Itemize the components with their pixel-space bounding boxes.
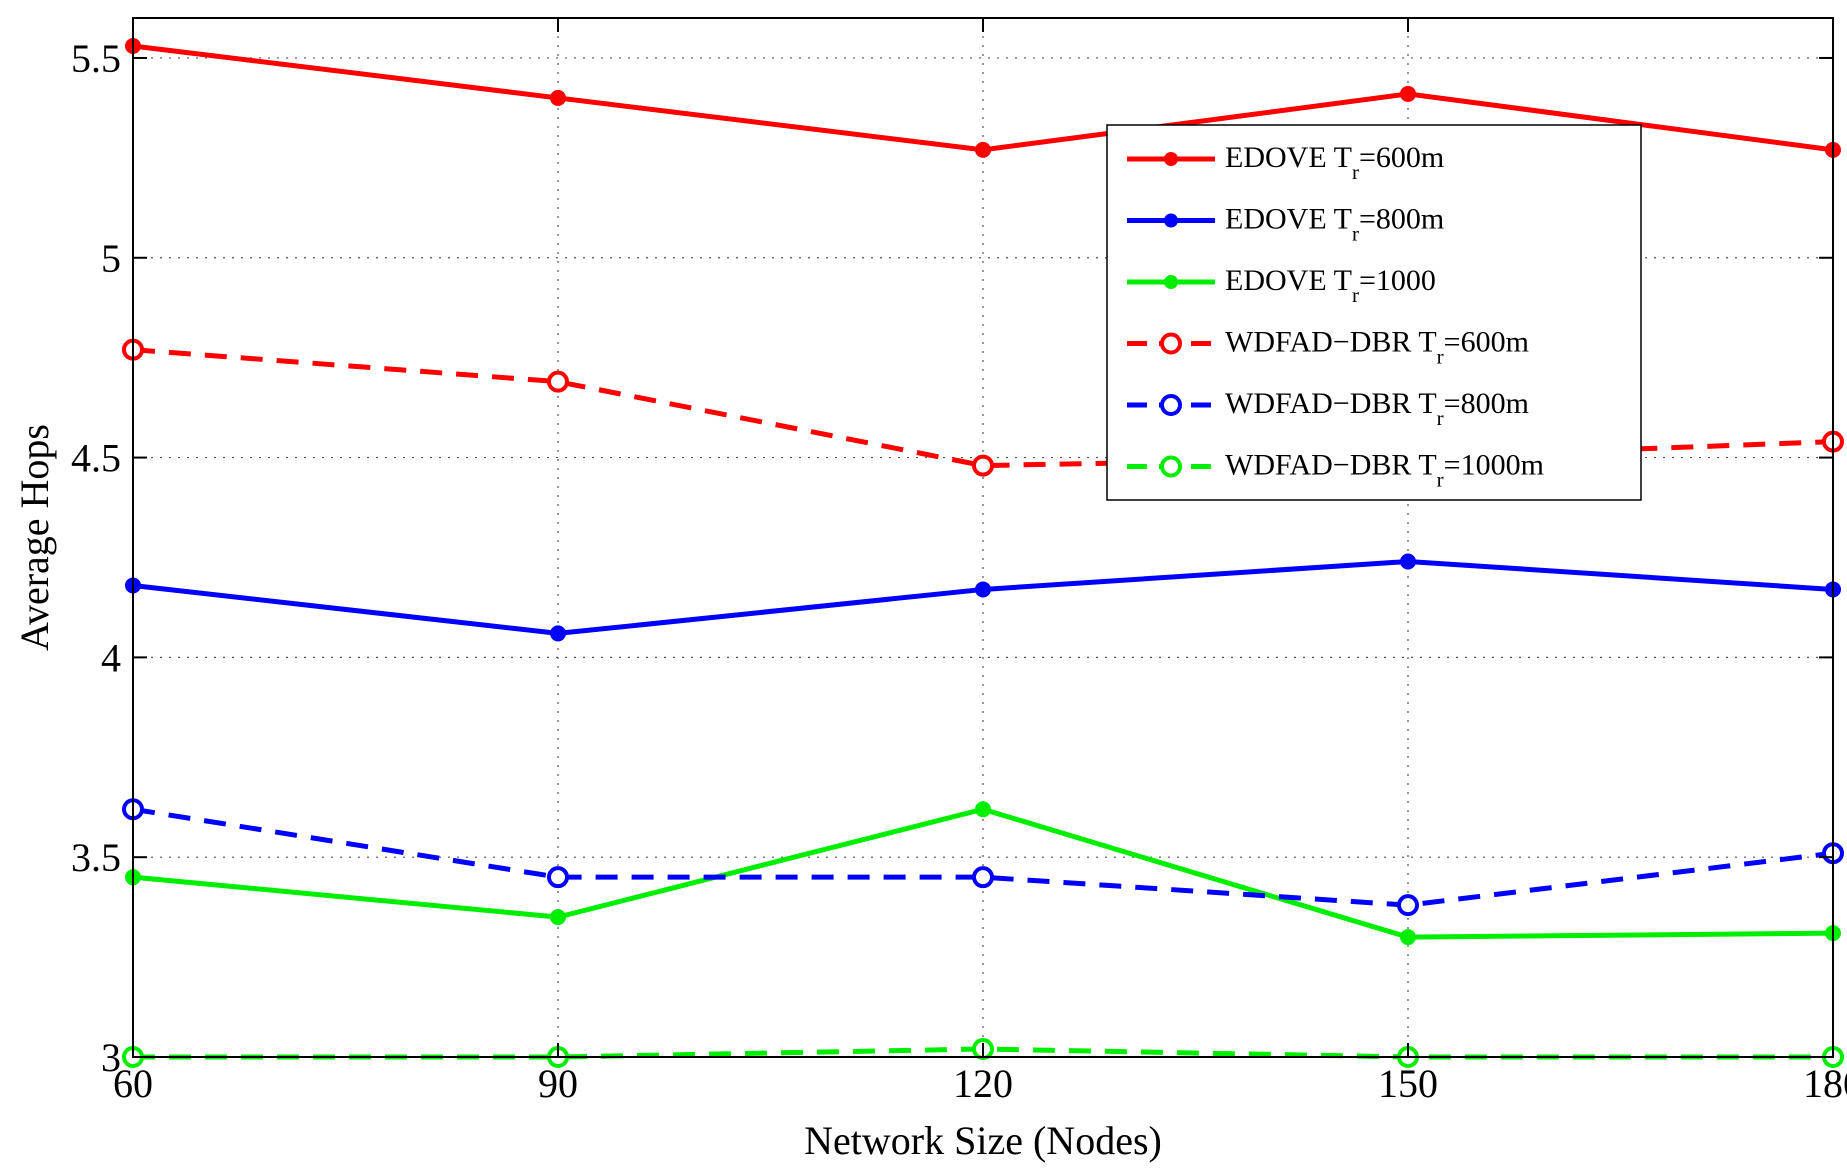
- data-point-edove-t-r-1000: [975, 801, 991, 818]
- y-tick-label: 5: [101, 236, 121, 281]
- legend-marker-wdfad-dbr-t-r-1000m: [1160, 455, 1182, 478]
- data-point-wdfad-dbr-t-r-800m: [1397, 894, 1419, 917]
- y-tick-label: 4.5: [71, 436, 121, 481]
- data-point-wdfad-dbr-t-r-600m: [547, 370, 569, 393]
- legend-label-edove-t-r-800m: EDOVE Tr=800m: [1225, 203, 1444, 246]
- legend-label-wdfad-dbr-t-r-600m: WDFAD−DBR Tr=600m: [1225, 326, 1529, 369]
- series-line-wdfad-dbr-t-r-800m: [132, 806, 1834, 908]
- axis-ticks: 60 90 120 150 180 3 3.5 4 4.5 5 5.5: [71, 18, 1847, 1106]
- data-point-edove-t-r-1000: [550, 909, 566, 926]
- x-axis-label: Network Size (Nodes): [804, 1118, 1162, 1163]
- legend-box: [1106, 124, 1642, 501]
- legend-label-edove-t-r-600m: EDOVE Tr=600m: [1225, 141, 1444, 184]
- data-point-edove-t-r-600m: [550, 89, 566, 106]
- data-point-edove-t-r-600m: [975, 141, 991, 158]
- data-point-wdfad-dbr-t-r-800m: [547, 866, 569, 889]
- legend-marker-edove-t-r-1000: [1164, 275, 1178, 289]
- legend-label-wdfad-dbr-t-r-800m: WDFAD−DBR Tr=800m: [1225, 387, 1529, 430]
- data-point-edove-t-r-1000: [1400, 929, 1416, 946]
- legend-label-wdfad-dbr-t-r-1000m: WDFAD−DBR Tr=1000m: [1225, 449, 1544, 492]
- y-tick-label: 3: [101, 1035, 121, 1080]
- y-axis-label: Average Hops: [12, 424, 57, 651]
- legend-marker-wdfad-dbr-t-r-600m: [1160, 332, 1182, 355]
- legend-label-edove-t-r-1000: EDOVE Tr=1000: [1225, 264, 1436, 307]
- legend-marker-wdfad-dbr-t-r-800m: [1160, 394, 1182, 416]
- x-tick-label: 120: [953, 1061, 1013, 1106]
- x-tick-label: 150: [1378, 1061, 1438, 1106]
- data-point-edove-t-r-800m: [550, 625, 566, 642]
- y-tick-label: 5.5: [71, 36, 121, 81]
- y-tick-label: 3.5: [71, 835, 121, 880]
- x-tick-label: 90: [538, 1061, 578, 1106]
- x-tick-label: 180: [1803, 1061, 1847, 1106]
- data-point-wdfad-dbr-t-r-800m: [972, 866, 994, 889]
- data-point-edove-t-r-800m: [975, 581, 991, 598]
- legend-marker-edove-t-r-800m: [1164, 213, 1178, 228]
- legend-marker-edove-t-r-600m: [1164, 152, 1178, 166]
- legend: EDOVE Tr=600m EDOVE Tr=800m EDOVE Tr=1000 W…: [1106, 124, 1642, 501]
- y-tick-label: 4: [101, 635, 121, 680]
- data-point-edove-t-r-800m: [1400, 553, 1416, 570]
- data-point-wdfad-dbr-t-r-600m: [972, 454, 994, 477]
- data-point-edove-t-r-600m: [1400, 85, 1416, 102]
- x-tick-label: 60: [113, 1061, 153, 1106]
